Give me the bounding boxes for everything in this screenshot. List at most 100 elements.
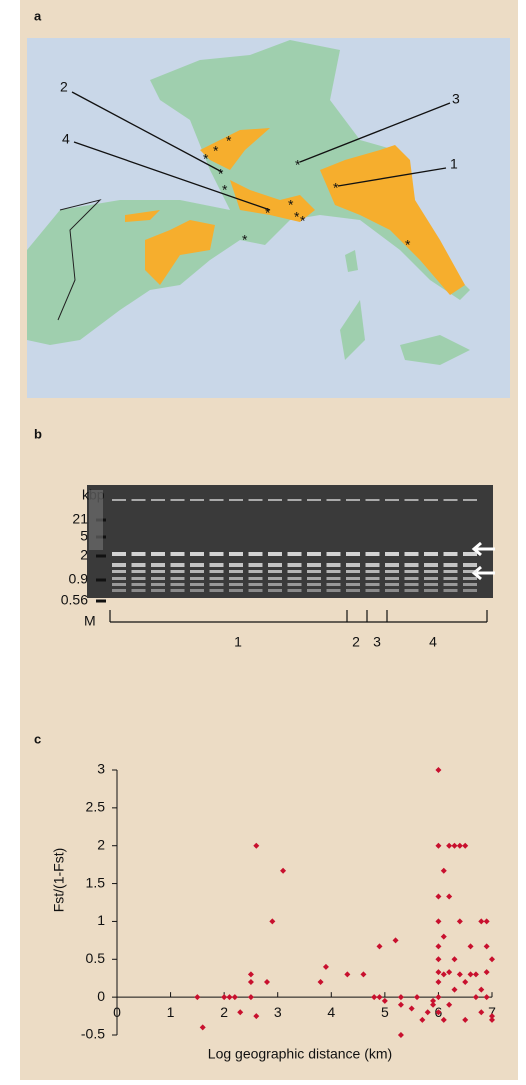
band <box>327 583 341 586</box>
band <box>210 577 224 580</box>
svg-text:*: * <box>295 157 301 173</box>
band <box>249 583 263 586</box>
band <box>405 563 419 567</box>
band <box>171 552 185 556</box>
band <box>190 570 204 573</box>
band <box>132 577 146 580</box>
band <box>463 570 477 573</box>
band <box>307 583 321 586</box>
band <box>132 552 146 556</box>
svg-text:*: * <box>300 213 306 229</box>
band <box>190 577 204 580</box>
band <box>444 552 458 556</box>
band <box>288 570 302 573</box>
band <box>307 499 321 501</box>
band <box>463 583 477 586</box>
y-axis-title: Fst/(1-Fst) <box>51 848 67 913</box>
band <box>268 577 282 580</box>
band <box>346 570 360 573</box>
band <box>327 577 341 580</box>
band <box>268 563 282 567</box>
marker-label: 21 <box>72 511 88 527</box>
band <box>132 499 146 501</box>
band <box>112 552 126 556</box>
band <box>463 499 477 501</box>
figure: a b c ************* 2 4 3 1 kbp 21 5 2 0… <box>0 0 526 1080</box>
band <box>229 577 243 580</box>
band <box>424 583 438 586</box>
marker-label: 2 <box>80 547 88 563</box>
band <box>249 570 263 573</box>
band <box>327 589 341 592</box>
band <box>112 589 126 592</box>
band <box>366 577 380 580</box>
band <box>229 552 243 556</box>
band <box>346 577 360 580</box>
lane-label: M <box>84 613 96 629</box>
band <box>190 552 204 556</box>
band <box>151 577 165 580</box>
band <box>444 563 458 567</box>
band <box>385 570 399 573</box>
band <box>307 552 321 556</box>
y-tick-label: 2.5 <box>86 799 106 815</box>
band <box>424 589 438 592</box>
band <box>268 589 282 592</box>
svg-text:*: * <box>222 182 228 198</box>
band <box>385 583 399 586</box>
svg-text:*: * <box>405 237 411 253</box>
x-tick-label: 2 <box>220 1004 228 1020</box>
band <box>405 589 419 592</box>
band <box>346 552 360 556</box>
band <box>151 589 165 592</box>
svg-text:*: * <box>333 180 339 196</box>
band <box>424 577 438 580</box>
band <box>229 563 243 567</box>
ladder-lane <box>89 490 103 550</box>
band <box>132 589 146 592</box>
band <box>288 563 302 567</box>
band <box>210 563 224 567</box>
map-label: 4 <box>62 131 70 147</box>
band <box>112 577 126 580</box>
group-label: 1 <box>234 634 242 650</box>
band <box>249 563 263 567</box>
band <box>171 583 185 586</box>
x-tick-label: 3 <box>274 1004 282 1020</box>
marker-label: 0.9 <box>69 571 89 587</box>
svg-text:*: * <box>242 232 248 248</box>
band <box>444 583 458 586</box>
panel-label: a <box>34 8 42 23</box>
band <box>171 570 185 573</box>
band <box>268 570 282 573</box>
band <box>151 563 165 567</box>
band <box>112 563 126 567</box>
band <box>190 583 204 586</box>
band <box>405 552 419 556</box>
band <box>112 583 126 586</box>
y-tick-label: 3 <box>97 761 105 777</box>
band <box>366 499 380 501</box>
band <box>463 563 477 567</box>
band <box>463 589 477 592</box>
band <box>327 499 341 501</box>
band <box>210 583 224 586</box>
band <box>171 499 185 501</box>
map-label: 2 <box>60 79 68 95</box>
band <box>327 552 341 556</box>
band <box>424 563 438 567</box>
band <box>424 570 438 573</box>
band <box>288 583 302 586</box>
band <box>132 583 146 586</box>
band <box>346 583 360 586</box>
band <box>229 589 243 592</box>
gel-image <box>87 485 493 598</box>
band <box>190 499 204 501</box>
band <box>385 563 399 567</box>
map-label: 1 <box>450 156 458 172</box>
group-label: 2 <box>352 634 360 650</box>
svg-text:*: * <box>203 151 209 167</box>
band <box>151 552 165 556</box>
band <box>210 589 224 592</box>
band <box>366 552 380 556</box>
